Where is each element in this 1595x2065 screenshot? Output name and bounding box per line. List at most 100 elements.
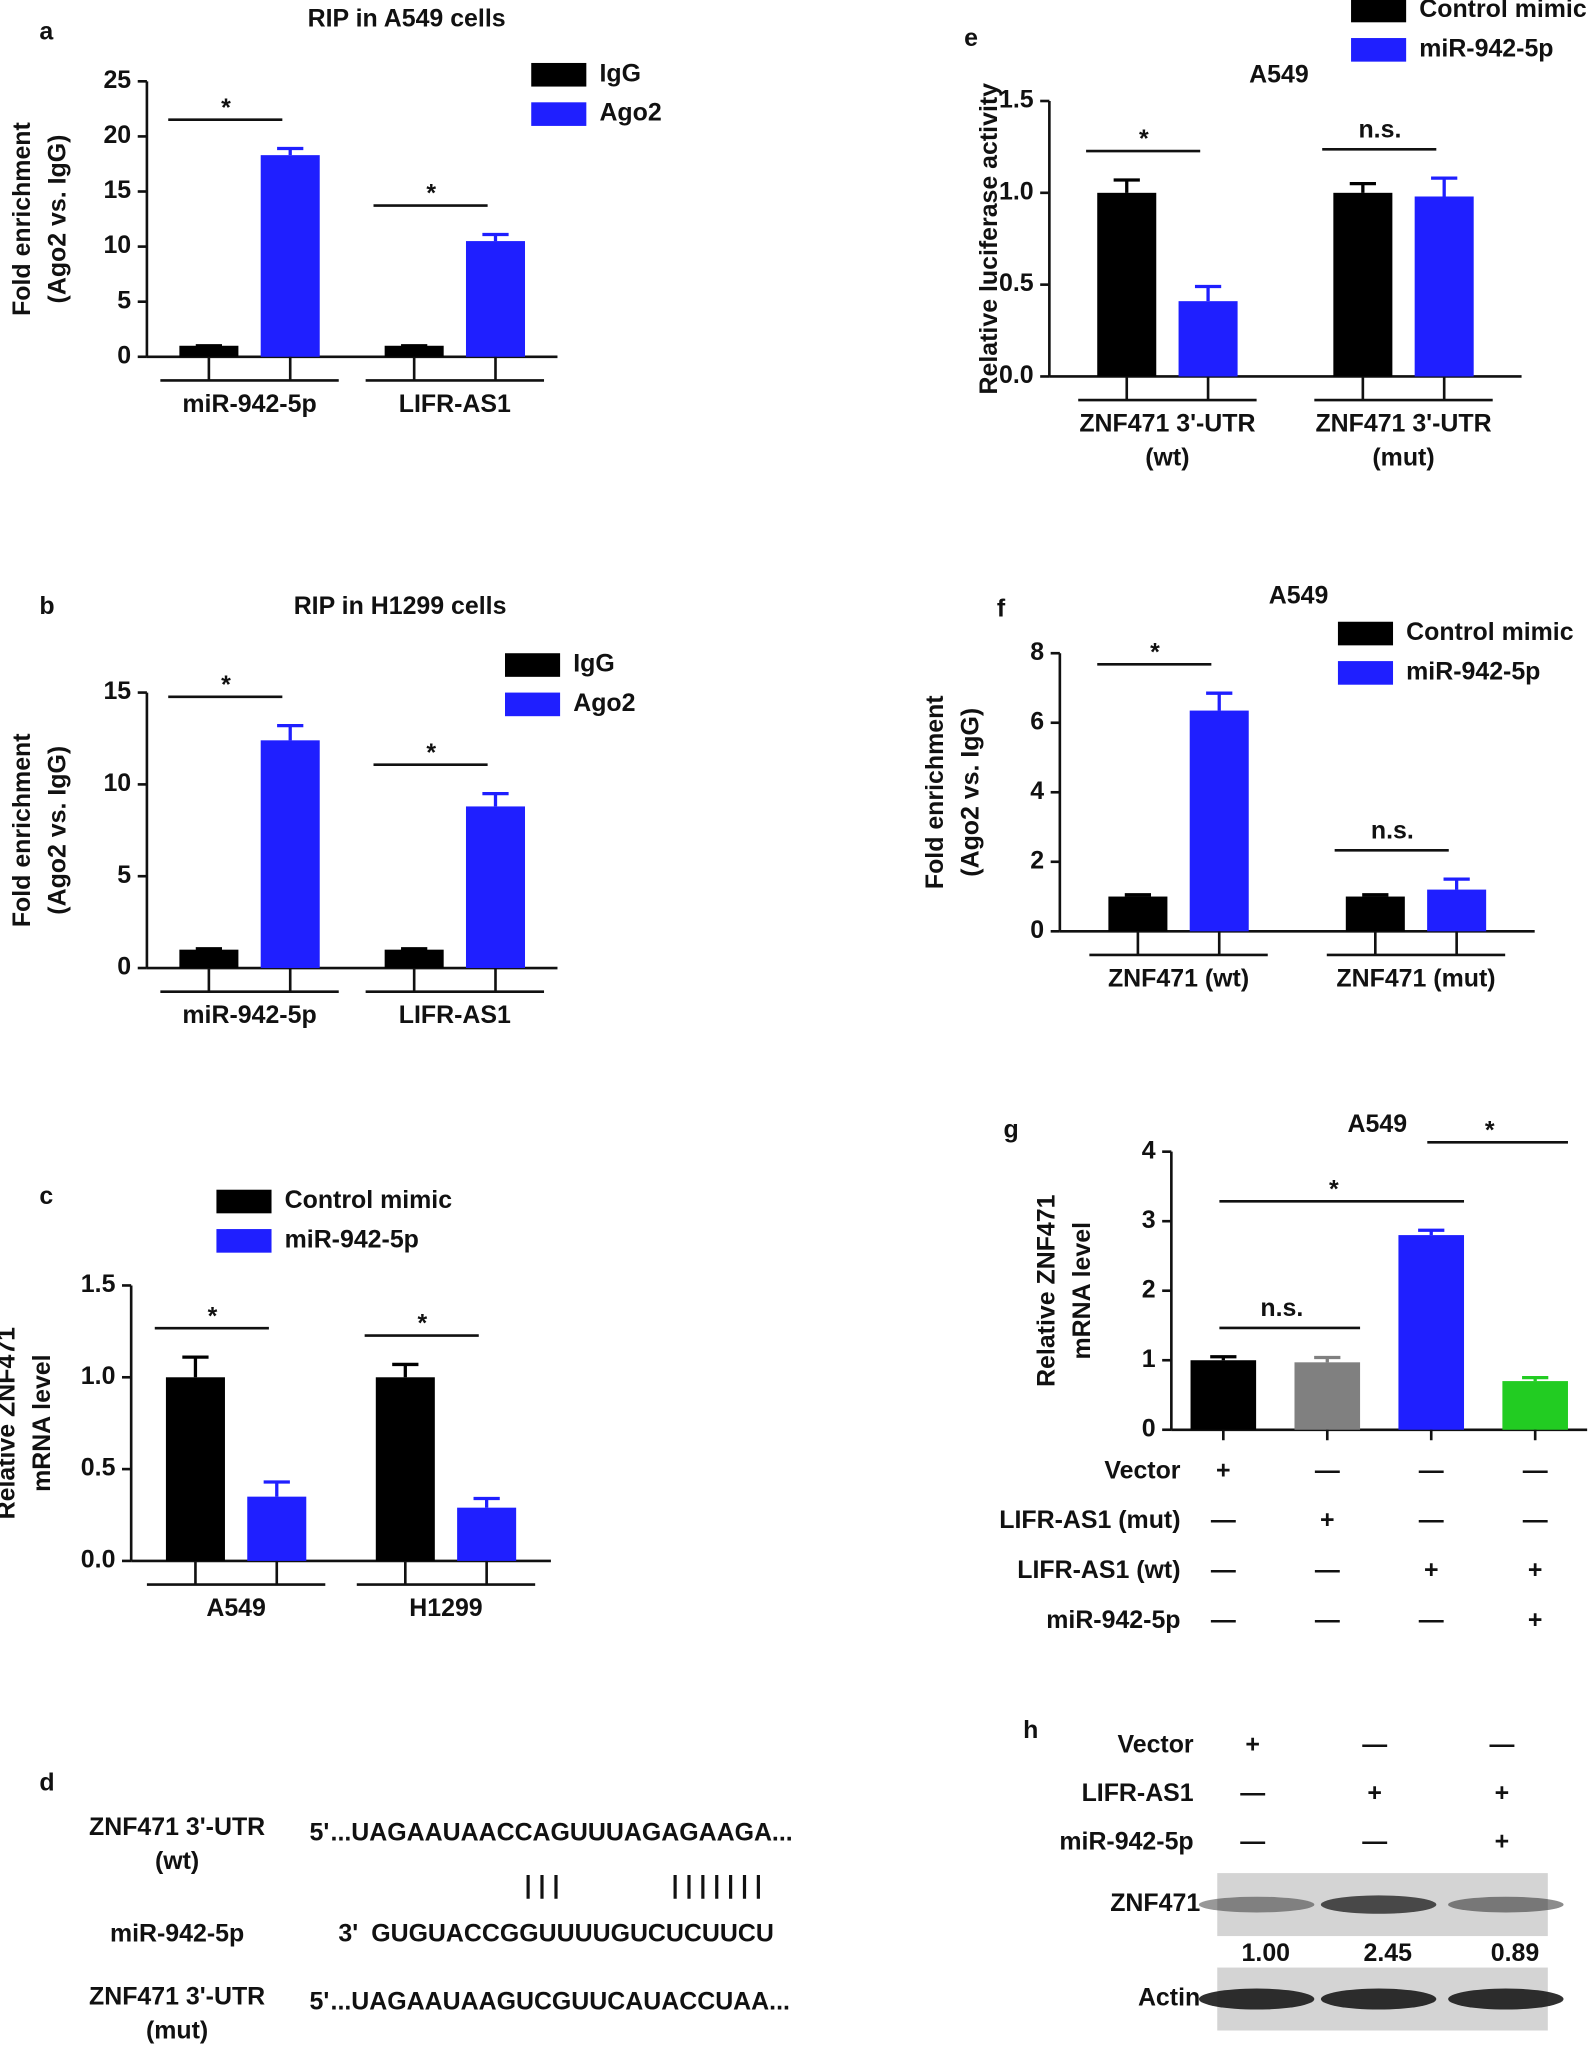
error-bar <box>482 232 509 242</box>
error-bar <box>277 723 304 741</box>
significance-label: * <box>1329 1175 1339 1203</box>
y-tick-label: 1.0 <box>999 177 1034 205</box>
y-tick-label: 1.5 <box>81 1270 116 1298</box>
bar <box>1398 1235 1465 1430</box>
blot-label: ZNF471 <box>1110 1889 1200 1917</box>
panel-letter: h <box>1023 1716 1038 1744</box>
condition-sign: — <box>1211 1606 1236 1634</box>
bar <box>1427 889 1487 932</box>
bar <box>1189 710 1249 932</box>
y-tick-label: 0 <box>1030 916 1044 944</box>
sequence-name: (mut) <box>146 2016 208 2044</box>
x-tick-label: H1299 <box>409 1594 482 1622</box>
legend-label: IgG <box>573 650 615 678</box>
bar <box>165 1377 225 1561</box>
legend-label: Ago2 <box>599 99 661 127</box>
y-axis-label: Relative ZNF471 <box>0 1327 20 1520</box>
condition-sign: + <box>1528 1606 1543 1634</box>
bar <box>260 155 320 357</box>
y-tick-label: 0 <box>117 953 131 981</box>
x-tick-label: miR-942-5p <box>182 1001 316 1029</box>
y-tick-label: 8 <box>1030 638 1044 666</box>
error-bar <box>263 1480 290 1497</box>
y-tick-label: 1.5 <box>999 86 1034 114</box>
bar <box>384 949 444 969</box>
y-axis-label: mRNA level <box>1068 1222 1096 1360</box>
y-axis-label: Fold enrichment <box>8 733 36 927</box>
legend-label: miR-942-5p <box>1419 34 1553 62</box>
error-bar <box>1431 176 1458 197</box>
y-tick-label: 15 <box>103 176 131 204</box>
bar <box>1414 196 1474 377</box>
condition-sign: — <box>1211 1556 1236 1584</box>
bar <box>179 949 239 969</box>
error-bar <box>195 947 223 951</box>
y-tick-label: 6 <box>1030 707 1044 735</box>
legend-label: Control mimic <box>285 1186 453 1214</box>
condition-sign: — <box>1419 1606 1444 1634</box>
legend-swatch <box>505 692 561 717</box>
significance-label: * <box>418 1310 428 1338</box>
sequence-name: ZNF471 3'-UTR <box>89 1982 265 2010</box>
significance-label: n.s. <box>1358 115 1401 143</box>
condition-sign: — <box>1211 1506 1236 1534</box>
y-tick-label: 20 <box>103 121 131 149</box>
condition-label: Vector <box>1117 1730 1193 1758</box>
y-tick-label: 1 <box>1142 1345 1156 1373</box>
blot-band <box>1448 1896 1564 1913</box>
condition-sign: — <box>1315 1606 1340 1634</box>
legend-label: Ago2 <box>573 689 635 717</box>
bar <box>260 740 320 969</box>
bar <box>457 1507 517 1561</box>
y-axis-label: (Ago2 vs. IgG) <box>957 708 985 877</box>
condition-label: Vector <box>1104 1456 1180 1484</box>
y-tick-label: 10 <box>103 769 131 797</box>
y-tick-label: 10 <box>103 231 131 259</box>
legend-label: Control mimic <box>1406 618 1574 646</box>
sequence-name: ZNF471 3'-UTR <box>89 1813 265 1841</box>
condition-sign: — <box>1489 1730 1514 1758</box>
bar <box>1190 1360 1257 1430</box>
condition-sign: — <box>1523 1456 1548 1484</box>
significance-label: * <box>426 739 436 767</box>
condition-sign: + <box>1367 1779 1382 1807</box>
legend-swatch <box>216 1229 272 1253</box>
y-axis-label: Relative ZNF471 <box>1033 1194 1061 1387</box>
y-tick-label: 2 <box>1142 1275 1156 1303</box>
bar <box>384 345 444 357</box>
condition-sign: — <box>1240 1828 1265 1856</box>
legend-swatch <box>505 653 561 677</box>
error-bar <box>1314 1355 1341 1363</box>
error-bar <box>1206 691 1233 711</box>
x-tick-label: ZNF471 3'-UTR <box>1315 410 1491 438</box>
bar <box>1097 192 1157 377</box>
significance-label: * <box>426 180 436 208</box>
blot-label: Actin <box>1138 1984 1200 2012</box>
sequence-end: 5' <box>310 1988 330 2016</box>
sequence: ...UAGAAUAACCAGUUUAGAGAAGA... <box>331 1818 793 1846</box>
error-bar <box>1124 893 1152 897</box>
blot-band <box>1198 1988 1315 2010</box>
sequence-name: miR-942-5p <box>110 1919 244 1947</box>
y-tick-label: 4 <box>1030 777 1044 805</box>
chart-title: A549 <box>1348 1110 1408 1138</box>
y-axis-label: (Ago2 vs. IgG) <box>44 746 72 915</box>
x-tick-label: ZNF471 (mut) <box>1336 964 1495 992</box>
significance-label: * <box>221 94 231 122</box>
panel-letter: f <box>997 595 1006 623</box>
y-axis-label: Fold enrichment <box>8 122 36 316</box>
legend-label: Control mimic <box>1419 0 1587 23</box>
y-tick-label: 3 <box>1142 1206 1156 1234</box>
error-bar <box>182 1355 209 1378</box>
quantification: 0.89 <box>1491 1939 1539 1967</box>
condition-label: LIFR-AS1 <box>1082 1779 1194 1807</box>
y-axis-label: Fold enrichment <box>921 695 949 889</box>
y-tick-label: 0.0 <box>999 361 1034 389</box>
legend-label: miR-942-5p <box>285 1225 419 1253</box>
bar <box>375 1377 435 1561</box>
error-bar <box>473 1496 500 1508</box>
sequence-name: (wt) <box>155 1847 199 1875</box>
panel-letter: c <box>39 1182 53 1210</box>
condition-sign: — <box>1362 1730 1387 1758</box>
